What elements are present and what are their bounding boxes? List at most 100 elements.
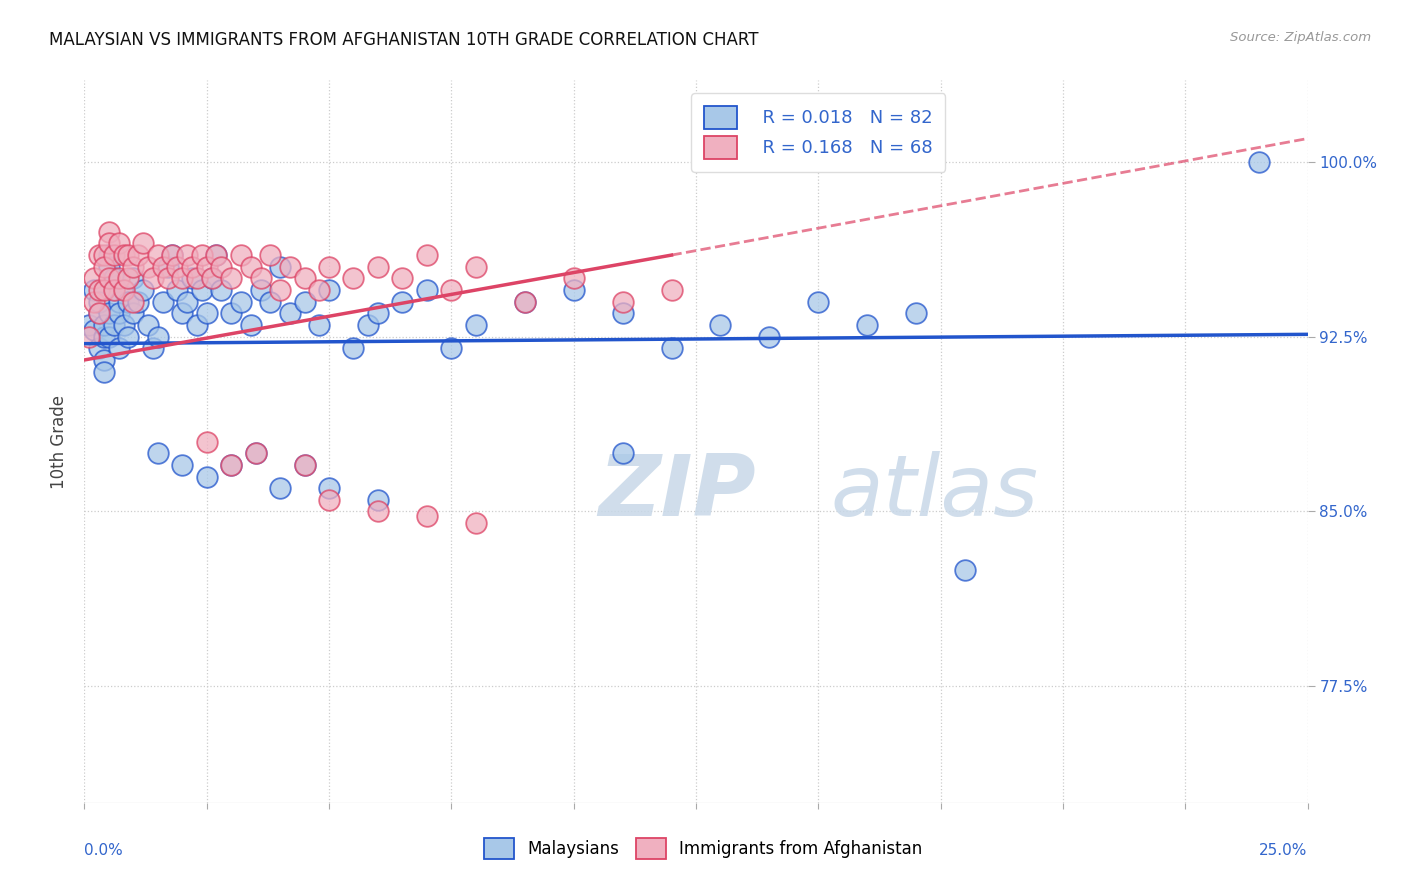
Point — [367, 306, 389, 320]
Point — [513, 294, 536, 309]
Point — [103, 271, 125, 285]
Point — [464, 260, 486, 274]
Point — [87, 283, 110, 297]
Point — [97, 306, 120, 320]
Point — [142, 341, 165, 355]
Point — [156, 271, 179, 285]
Point — [219, 458, 242, 472]
Point — [953, 563, 976, 577]
Point — [93, 365, 115, 379]
Point — [156, 260, 179, 274]
Point — [219, 271, 242, 285]
Point — [269, 283, 291, 297]
Point — [97, 329, 120, 343]
Point — [117, 271, 139, 285]
Point — [239, 260, 262, 274]
Point — [162, 248, 184, 262]
Point — [117, 294, 139, 309]
Point — [562, 283, 585, 297]
Legend: Malaysians, Immigrants from Afghanistan: Malaysians, Immigrants from Afghanistan — [477, 831, 929, 866]
Y-axis label: 10th Grade: 10th Grade — [51, 394, 69, 489]
Point — [318, 481, 340, 495]
Point — [807, 294, 830, 309]
Point — [172, 458, 194, 472]
Point — [87, 306, 110, 320]
Point — [176, 248, 198, 262]
Point — [186, 271, 208, 285]
Point — [87, 306, 110, 320]
Point — [259, 294, 281, 309]
Point — [464, 318, 486, 332]
Point — [127, 294, 149, 309]
Point — [195, 434, 218, 449]
Point — [93, 248, 115, 262]
Point — [416, 283, 439, 297]
Point — [856, 318, 879, 332]
Point — [132, 283, 155, 297]
Point — [136, 260, 159, 274]
Point — [416, 509, 439, 524]
Point — [93, 260, 115, 274]
Point — [112, 283, 135, 297]
Point — [107, 294, 129, 309]
Point — [107, 341, 129, 355]
Point — [122, 306, 145, 320]
Point — [318, 260, 340, 274]
Point — [367, 492, 389, 507]
Point — [152, 260, 174, 274]
Point — [367, 504, 389, 518]
Point — [93, 329, 115, 343]
Point — [87, 248, 110, 262]
Point — [83, 323, 105, 337]
Point — [562, 271, 585, 285]
Point — [83, 271, 105, 285]
Point — [87, 294, 110, 309]
Point — [249, 271, 271, 285]
Point — [661, 341, 683, 355]
Point — [278, 306, 301, 320]
Point — [318, 283, 340, 297]
Point — [209, 260, 232, 274]
Point — [97, 225, 120, 239]
Point — [191, 248, 214, 262]
Point — [112, 283, 135, 297]
Point — [1247, 154, 1270, 169]
Text: MALAYSIAN VS IMMIGRANTS FROM AFGHANISTAN 10TH GRADE CORRELATION CHART: MALAYSIAN VS IMMIGRANTS FROM AFGHANISTAN… — [49, 31, 759, 49]
Point — [107, 306, 129, 320]
Point — [107, 271, 129, 285]
Point — [239, 318, 262, 332]
Point — [245, 446, 267, 460]
Point — [391, 271, 413, 285]
Point — [122, 271, 145, 285]
Point — [342, 271, 364, 285]
Text: Source: ZipAtlas.com: Source: ZipAtlas.com — [1230, 31, 1371, 45]
Point — [97, 248, 120, 262]
Point — [416, 248, 439, 262]
Point — [905, 306, 928, 320]
Point — [229, 248, 252, 262]
Point — [200, 271, 222, 285]
Text: 0.0%: 0.0% — [84, 843, 124, 857]
Point — [440, 341, 463, 355]
Point — [176, 294, 198, 309]
Point — [205, 248, 228, 262]
Point — [181, 271, 204, 285]
Point — [152, 294, 174, 309]
Point — [269, 481, 291, 495]
Point — [318, 492, 340, 507]
Point — [93, 283, 115, 297]
Point — [142, 271, 165, 285]
Point — [219, 306, 242, 320]
Point — [440, 283, 463, 297]
Point — [107, 236, 129, 251]
Point — [97, 236, 120, 251]
Point — [146, 446, 169, 460]
Point — [308, 283, 330, 297]
Point — [122, 260, 145, 274]
Point — [513, 294, 536, 309]
Point — [117, 248, 139, 262]
Point — [83, 294, 105, 309]
Point — [136, 318, 159, 332]
Legend:   R = 0.018   N = 82,   R = 0.168   N = 68: R = 0.018 N = 82, R = 0.168 N = 68 — [692, 93, 945, 172]
Point — [93, 353, 115, 368]
